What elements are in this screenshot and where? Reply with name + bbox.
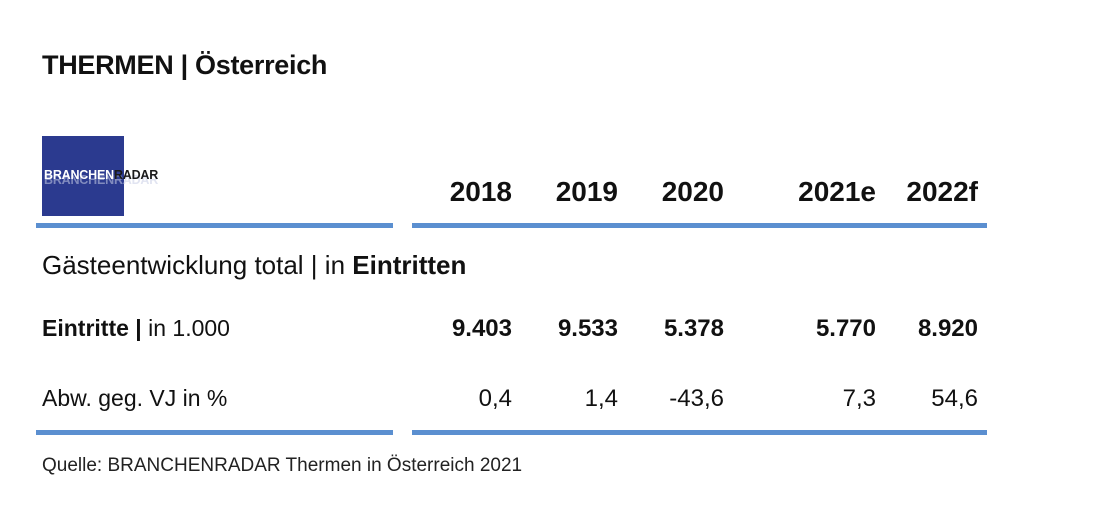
cell-eintritte-2022f: 8.920 [917, 315, 978, 342]
logo-text: BRANCHENRADAR [44, 168, 158, 182]
branchenradar-logo [42, 136, 124, 216]
footer-rule-left [36, 430, 393, 435]
cell-eintritte-2019: 9.533 [557, 315, 618, 342]
cell-abw-2019: 1,4 [584, 385, 618, 412]
cell-abw-2018: 0,4 [478, 385, 512, 412]
page-title: THERMEN | Österreich [42, 50, 328, 80]
cell-abw-2020: -43,6 [669, 385, 724, 412]
column-header-2019: 2019 [555, 176, 618, 207]
row-label-abweichung-text: Abw. geg. VJ in % [42, 385, 228, 411]
section-heading: Gästeentwicklung total | in Eintritten [42, 250, 466, 281]
logo-shadow-text: BRANCHENRADAR [44, 173, 159, 187]
cell-eintritte-2021e: 5.770 [815, 315, 876, 342]
cell-abw-2022f: 54,6 [931, 385, 978, 412]
column-header-2022f: 2022f [906, 176, 978, 207]
row-label-unit: in 1.000 [141, 315, 230, 341]
column-header-2021e: 2021e [798, 176, 876, 207]
header-rule-right [412, 223, 987, 228]
source-note: Quelle: BRANCHENRADAR Thermen in Österre… [42, 455, 523, 476]
cell-eintritte-2020: 5.378 [663, 315, 724, 342]
row-label-abweichung: Abw. geg. VJ in % [42, 385, 227, 412]
row-label-bold: Eintritte | [42, 315, 142, 341]
footer-rule-right [412, 430, 987, 435]
row-label-eintritte: Eintritte | in 1.000 [42, 315, 230, 342]
logo-part-radar: RADAR [113, 168, 159, 182]
section-heading-bold: Eintritten [352, 250, 467, 280]
header-rule-left [36, 223, 393, 228]
column-header-2020: 2020 [661, 176, 724, 207]
logo-part-branchen: BRANCHEN [44, 168, 114, 182]
section-heading-prefix: Gästeentwicklung total | in [42, 250, 353, 280]
cell-eintritte-2018: 9.403 [451, 315, 512, 342]
column-header-2018: 2018 [449, 176, 512, 207]
cell-abw-2021e: 7,3 [842, 385, 876, 412]
